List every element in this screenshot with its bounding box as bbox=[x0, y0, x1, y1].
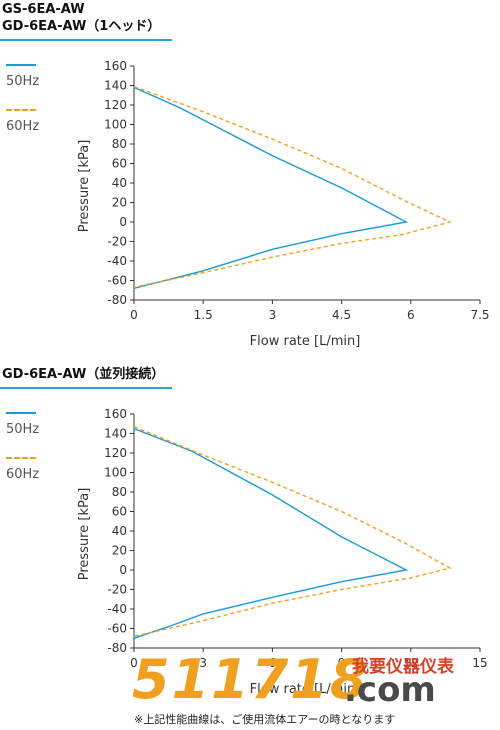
x-tick-label: 1.5 bbox=[194, 308, 213, 322]
legend-50hz-swatch bbox=[6, 412, 36, 414]
x-tick-label: 12 bbox=[403, 656, 418, 670]
y-tick-label: 140 bbox=[104, 427, 127, 441]
y-tick-label: 20 bbox=[112, 196, 127, 210]
y-tick-label: -20 bbox=[107, 235, 127, 249]
y-tick-label: -40 bbox=[107, 602, 127, 616]
x-tick-label: 15 bbox=[472, 656, 487, 670]
series-60hz-line bbox=[133, 85, 453, 288]
y-tick-label: 140 bbox=[104, 79, 127, 93]
y-axis-label: Pressure [kPa] bbox=[77, 488, 92, 581]
y-tick-label: -80 bbox=[107, 293, 127, 307]
x-axis-label: Flow rate [L/min] bbox=[250, 334, 361, 349]
legend-50hz-label: 50Hz bbox=[6, 74, 40, 89]
section2-title: GD-6EA-AW（並列接続） bbox=[2, 366, 164, 383]
section1-title-line1: GS-6EA-AW bbox=[2, 2, 85, 17]
x-tick-label: 4.5 bbox=[332, 308, 351, 322]
section1-title-line2: GD-6EA-AW（1ヘッド） bbox=[2, 19, 161, 34]
y-tick-label: -20 bbox=[107, 583, 127, 597]
y-axis-label: Pressure [kPa] bbox=[77, 140, 92, 233]
y-tick-label: -80 bbox=[107, 641, 127, 655]
y-tick-label: 0 bbox=[119, 563, 127, 577]
y-tick-label: 60 bbox=[112, 157, 127, 171]
section2-title-rule bbox=[0, 387, 172, 389]
y-tick-label: 120 bbox=[104, 98, 127, 112]
x-tick-label: 0 bbox=[130, 308, 138, 322]
watermark-com-text: .com bbox=[344, 670, 436, 710]
section2-title-line: GD-6EA-AW（並列接続） bbox=[2, 367, 165, 382]
y-tick-label: 120 bbox=[104, 446, 127, 460]
section1-title-rule bbox=[0, 39, 172, 41]
y-tick-label: 160 bbox=[104, 59, 127, 73]
y-tick-label: 100 bbox=[104, 466, 127, 480]
series-50hz-line bbox=[133, 86, 409, 289]
legend-60hz-swatch bbox=[6, 457, 36, 459]
y-tick-label: 40 bbox=[112, 524, 127, 538]
legend-50hz-swatch bbox=[6, 64, 36, 66]
performance-note: ※上記性能曲線は、ご使用流体エアーの時となります bbox=[134, 713, 396, 726]
series-60hz-line bbox=[133, 426, 452, 637]
x-tick-label: 0 bbox=[130, 656, 138, 670]
plot-area: -80 -60 -40 -20 0 20 40 60 80 100 120 140 160 0 3 6 9 12 1… bbox=[104, 407, 488, 670]
watermark-cn-text: 我要仪器仪表 bbox=[352, 657, 454, 677]
y-tick-label: 40 bbox=[112, 176, 127, 190]
x-tick-label: 3 bbox=[269, 308, 277, 322]
x-tick-label: 9 bbox=[338, 656, 346, 670]
legend-60hz-bottom: 60Hz bbox=[6, 457, 39, 482]
chart-1hed: -80 -60 -40 -20 0 20 40 60 80 100 120 140 160 0 1.5 3 4.… bbox=[77, 59, 490, 349]
y-tick-label: -40 bbox=[107, 254, 127, 268]
legend-60hz-top: 60Hz bbox=[6, 109, 39, 134]
y-tick-label: 0 bbox=[119, 215, 127, 229]
watermark-logo: 511718 我要仪器仪表 .com bbox=[132, 648, 500, 711]
legend-60hz-label: 60Hz bbox=[6, 119, 40, 134]
x-tick-label: 6 bbox=[269, 656, 277, 670]
y-tick-label: -60 bbox=[107, 274, 127, 288]
y-tick-label: 20 bbox=[112, 544, 127, 558]
legend-60hz-label: 60Hz bbox=[6, 467, 40, 482]
y-tick-label: 80 bbox=[112, 485, 127, 499]
legend-50hz-top: 50Hz bbox=[6, 64, 39, 89]
x-tick-label: 7.5 bbox=[470, 308, 489, 322]
plot-area: -80 -60 -40 -20 0 20 40 60 80 100 120 140 160 0 1.5 3 4.… bbox=[104, 59, 489, 322]
y-tick-label: 160 bbox=[104, 407, 127, 421]
y-tick-label: -60 bbox=[107, 622, 127, 636]
legend-60hz-swatch bbox=[6, 109, 36, 111]
x-tick-label: 6 bbox=[407, 308, 415, 322]
chart-parallel: -80 -60 -40 -20 0 20 40 60 80 100 120 140 160 0 3 6 9 12 1… bbox=[77, 407, 488, 697]
section1-title: GS-6EA-AW GD-6EA-AW（1ヘッド） bbox=[2, 1, 160, 35]
y-tick-label: 60 bbox=[112, 505, 127, 519]
watermark-digits: 511718 bbox=[132, 648, 370, 711]
legend-50hz-bottom: 50Hz bbox=[6, 412, 39, 437]
series-50hz-line bbox=[133, 427, 409, 639]
y-tick-label: 100 bbox=[104, 118, 127, 132]
legend-50hz-label: 50Hz bbox=[6, 422, 40, 437]
y-tick-label: 80 bbox=[112, 137, 127, 151]
x-axis-label: Flow rate [L/min] bbox=[250, 682, 361, 697]
x-tick-label: 3 bbox=[199, 656, 207, 670]
